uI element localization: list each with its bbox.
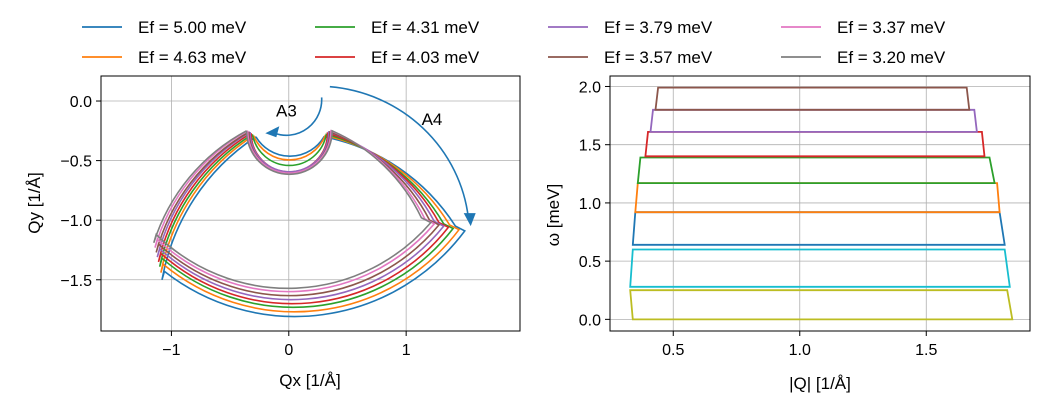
right-ytick-label-2: 1.0 [579,196,601,213]
right-ytick-label-3: 1.5 [579,138,601,155]
left-curves [153,129,467,318]
right-ticks: 0.5 1.0 1.5 0.0 0.5 1.0 1.5 2.0 [579,79,938,359]
qspace-curve-1 [160,134,461,313]
energy-band-2 [631,211,1006,246]
right-ytick-label-1: 0.5 [579,254,601,271]
energy-band-6 [649,108,978,133]
legend-label-2: Ef = 3.79 meV [604,18,713,37]
a3-arrow-head [265,126,280,138]
energy-band-0 [629,289,1014,321]
left-xtick-label-2: 1 [402,342,411,359]
left-ytick-label-2: −1.0 [60,213,92,230]
right-frame [609,75,1031,332]
qspace-curve-6 [154,129,436,293]
energy-band-1 [629,248,1011,288]
annotation-a4: A4 [422,110,443,129]
legend-label-0: Ef = 5.00 meV [138,18,247,37]
qspace-curve-7 [153,129,433,290]
left-frame [100,75,521,332]
qspace-curve-4 [156,130,445,301]
a4-arrow-head [463,213,476,227]
legend-label-6: Ef = 3.57 meV [604,48,713,67]
energy-band-3 [634,182,1001,214]
legend-label-3: Ef = 3.37 meV [837,18,946,37]
left-arrows: A3 A4 [265,85,476,227]
legend: Ef = 5.00 meV Ef = 4.31 meV Ef = 3.79 meV E… [82,18,946,67]
right-xtick-label-1: 1.0 [789,342,811,359]
a4-arrow-line [329,85,470,218]
legend-label-5: Ef = 4.03 meV [371,48,480,67]
left-ytick-label-3: −1.5 [60,273,92,290]
left-xtick-label-0: −1 [162,342,180,359]
right-ylabel: ω [meV] [544,184,563,246]
left-xtick-label-1: 0 [284,342,293,359]
legend-label-1: Ef = 4.31 meV [371,18,480,37]
left-grid [101,76,520,331]
energy-band-4 [636,156,996,185]
legend-label-7: Ef = 3.20 meV [837,48,946,67]
qspace-plot: A3 A4 −1 0 1 0.0 −0.5 −1.0 −1.5 Qx [1/Å] Qy [1/… [25,75,521,390]
a3-arrow-line [274,97,323,137]
right-ytick-label-4: 2.0 [579,79,601,96]
energy-plot: 0.5 1.0 1.5 0.0 0.5 1.0 1.5 2.0 |Q| [1/Å] ω [me… [544,75,1031,393]
legend-label-4: Ef = 4.63 meV [138,48,247,67]
energy-band-5 [644,130,986,158]
annotation-a3: A3 [276,102,297,121]
left-ytick-label-1: −0.5 [60,154,92,171]
left-ytick-label-0: 0.0 [70,94,92,111]
right-xtick-label-2: 1.5 [915,342,937,359]
energy-band-7 [654,86,971,111]
right-xtick-label-0: 0.5 [662,342,684,359]
right-xlabel: |Q| [1/Å] [789,374,851,393]
right-grid [610,76,1030,331]
qspace-curve-5 [155,130,441,297]
left-ticks: −1 0 1 0.0 −0.5 −1.0 −1.5 [60,94,410,359]
right-bands [629,86,1014,321]
left-xlabel: Qx [1/Å] [279,371,340,390]
qspace-curve-2 [158,133,455,309]
right-ytick-label-0: 0.0 [579,312,601,329]
left-ylabel: Qy [1/Å] [25,172,44,233]
